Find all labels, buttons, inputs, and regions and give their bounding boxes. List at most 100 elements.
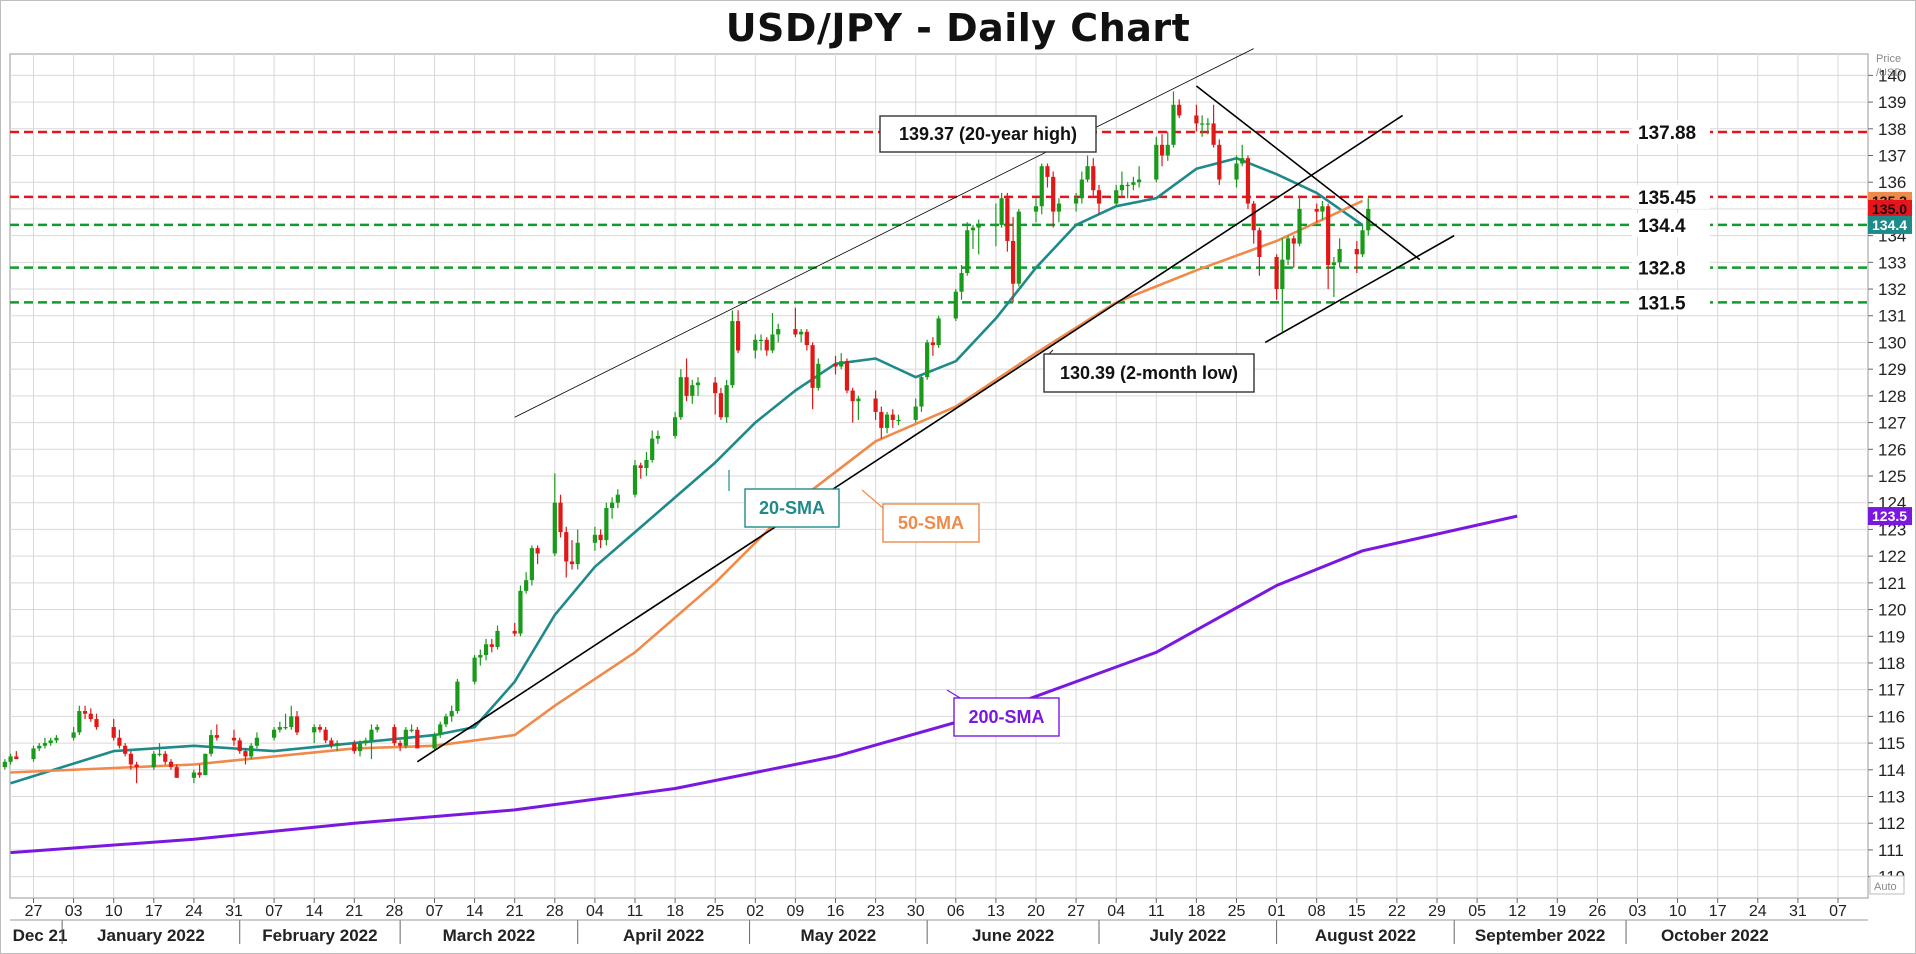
candle-up — [1016, 211, 1021, 284]
candle-down — [512, 630, 517, 634]
price-tick-label: 111 — [1878, 841, 1904, 860]
candle-down — [317, 727, 323, 730]
price-tick-label: 137 — [1878, 146, 1906, 165]
candle-down — [1257, 230, 1262, 257]
price-tick-label: 139 — [1878, 93, 1906, 112]
candle-down — [1091, 166, 1096, 191]
date-tick-label: 04 — [586, 903, 604, 920]
price-tick-label: 133 — [1878, 253, 1906, 272]
candle-down — [231, 737, 237, 741]
price-tick-label: 131 — [1878, 307, 1906, 326]
date-tick-label: 08 — [1308, 903, 1326, 920]
date-tick-label: 26 — [1589, 903, 1607, 920]
price-tag-135.0 — [1868, 199, 1912, 218]
candle-up — [1165, 144, 1170, 156]
candle-down — [14, 756, 19, 760]
candle-up — [283, 727, 288, 729]
price-tick-label: 118 — [1878, 654, 1905, 673]
candle-down — [1010, 240, 1016, 284]
level-label-137.88: 137.88 — [1638, 123, 1696, 144]
candle-up — [48, 740, 53, 744]
candle-down — [718, 393, 724, 418]
candle-down — [1274, 256, 1279, 290]
candle-up — [518, 590, 523, 634]
candle-up — [1114, 190, 1119, 204]
annotation-text: 50-SMA — [898, 513, 964, 533]
candle-up — [1200, 123, 1205, 125]
candle-up — [249, 745, 254, 757]
date-tick-label: 03 — [65, 903, 83, 920]
candle-up — [157, 753, 162, 755]
candle-up — [609, 502, 615, 509]
month-label: June 2022 — [972, 926, 1054, 945]
date-tick-label: 05 — [1468, 903, 1486, 920]
candle-up — [483, 644, 489, 655]
candle-up — [644, 459, 649, 468]
candle-up — [277, 727, 282, 730]
candle-up — [592, 534, 597, 543]
price-tick-label: 125 — [1878, 467, 1906, 486]
candle-up — [1125, 184, 1130, 187]
candle-up — [839, 361, 844, 367]
candle-up — [925, 342, 930, 378]
candle-down — [1291, 238, 1296, 244]
candle-up — [753, 339, 758, 351]
price-tag-123.5 — [1868, 507, 1912, 526]
candle-up — [409, 729, 414, 731]
date-tick-label: 23 — [867, 903, 885, 920]
candle-down — [1314, 208, 1319, 212]
price-tick-label: 127 — [1878, 414, 1906, 433]
date-tick-label: 04 — [1107, 903, 1125, 920]
candle-down — [793, 329, 798, 335]
candle-up — [913, 406, 918, 420]
candle-up — [724, 385, 729, 418]
candle-up — [1119, 184, 1125, 191]
candle-down — [810, 345, 815, 388]
candle-up — [856, 398, 861, 402]
date-tick-label: 25 — [706, 903, 724, 920]
date-tick-label: 28 — [386, 903, 404, 920]
candle-up — [959, 273, 964, 292]
trendline — [416, 114, 1404, 763]
candle-down — [930, 342, 935, 346]
date-tick-label: 12 — [1508, 903, 1526, 920]
candle-up — [1085, 166, 1090, 180]
candle-up — [312, 727, 317, 733]
candle-down — [1354, 248, 1359, 255]
level-label-bg — [1632, 184, 1710, 209]
candle-up — [1285, 238, 1291, 260]
candle-down — [174, 767, 179, 778]
candle-down — [489, 644, 494, 647]
candle-up — [1079, 179, 1084, 199]
candle-down — [764, 339, 769, 351]
candle-up — [31, 748, 36, 760]
candle-down — [558, 502, 563, 533]
candle-up — [678, 377, 683, 418]
date-tick-label: 03 — [1629, 903, 1647, 920]
candle-up — [650, 438, 655, 460]
price-tag-label: 134.4 — [1872, 217, 1907, 233]
candle-up — [455, 681, 460, 712]
candle-up — [976, 224, 981, 228]
annotation-box — [953, 697, 1060, 737]
candle-up — [254, 737, 260, 746]
candle-up — [970, 227, 976, 231]
candle-down — [214, 735, 219, 738]
candle-up — [993, 224, 998, 227]
annotation-20-sma: 20-SMA — [728, 470, 840, 528]
candle-up — [1074, 198, 1079, 204]
date-tick-label: 27 — [1067, 903, 1085, 920]
candle-up — [432, 735, 437, 749]
candle-up — [1297, 208, 1302, 244]
candle-up — [2, 761, 7, 768]
date-tick-label: 31 — [1789, 903, 1807, 920]
candle-up — [776, 329, 781, 335]
level-label-132.8: 132.8 — [1638, 259, 1686, 280]
price-tick-label: 121 — [1878, 574, 1906, 593]
candle-up — [335, 743, 340, 746]
date-tick-label: 14 — [305, 903, 323, 920]
annotations: 139.37 (20-year high) 130.39 (2-month low… — [728, 115, 1255, 737]
chart-title: USD/JPY - Daily Chart — [725, 6, 1191, 50]
candle-down — [890, 414, 895, 420]
candle-down — [879, 411, 884, 428]
